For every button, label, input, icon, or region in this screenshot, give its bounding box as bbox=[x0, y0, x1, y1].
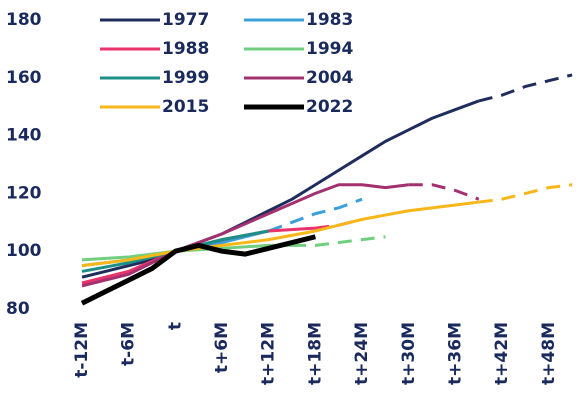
x-tick-label: t bbox=[165, 322, 185, 330]
y-tick-label: 120 bbox=[6, 183, 42, 203]
series-line-dashed bbox=[268, 197, 363, 233]
legend-label: 2015 bbox=[162, 97, 209, 117]
x-tick-label: t+48M bbox=[539, 322, 559, 385]
y-tick-label: 100 bbox=[6, 241, 42, 261]
x-tick-label: t+6M bbox=[212, 322, 232, 373]
legend-label: 1983 bbox=[306, 10, 353, 30]
x-tick-label: t-6M bbox=[119, 322, 139, 366]
legend-label: 1999 bbox=[162, 68, 209, 88]
x-tick-label: t+24M bbox=[352, 322, 372, 385]
series-line-dashed bbox=[408, 183, 480, 201]
series-line bbox=[81, 99, 480, 279]
series-line-dashed bbox=[478, 183, 573, 204]
series-line bbox=[81, 200, 479, 268]
x-tick-label: t+12M bbox=[259, 322, 279, 385]
series-line bbox=[80, 234, 317, 306]
legend-label: 2022 bbox=[306, 97, 353, 117]
series-line-dashed bbox=[478, 73, 573, 103]
x-tick-label: t+18M bbox=[305, 322, 325, 385]
y-tick-label: 180 bbox=[6, 10, 42, 30]
legend-label: 1988 bbox=[162, 39, 209, 59]
x-tick-label: t-12M bbox=[72, 322, 92, 378]
series-line bbox=[81, 183, 409, 288]
legend-label: 2004 bbox=[306, 68, 353, 88]
y-tick-label: 160 bbox=[6, 68, 42, 88]
series-line-dashed bbox=[292, 235, 386, 247]
x-tick-label: t+30M bbox=[399, 322, 419, 385]
x-tick-label: t+42M bbox=[492, 322, 512, 385]
x-tick-label: t+36M bbox=[445, 322, 465, 385]
legend-label: 1977 bbox=[162, 10, 209, 30]
y-tick-label: 140 bbox=[6, 126, 42, 146]
y-tick-label: 80 bbox=[6, 299, 30, 319]
legend-label: 1994 bbox=[306, 39, 353, 59]
